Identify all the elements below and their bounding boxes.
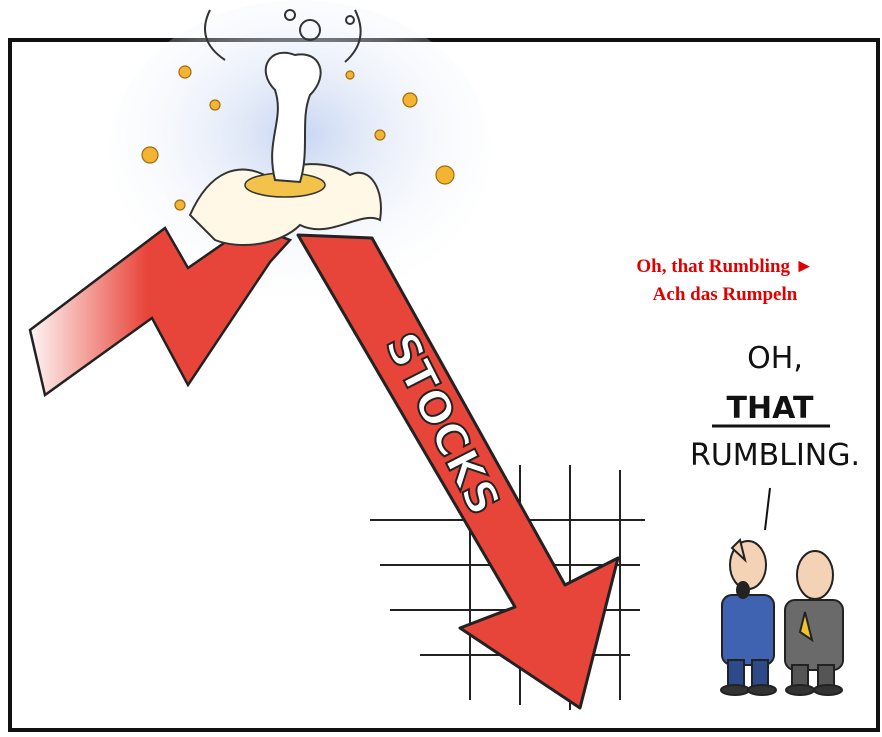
arrow-label: STOCKS [375, 324, 510, 523]
cartoon: STOCKS Oh, that Rumbling ► Ach das Rumpe… [0, 0, 882, 737]
rising-arrow [30, 225, 290, 395]
caption-german: Ach das Rumpeln [653, 284, 798, 305]
man-right [785, 551, 843, 695]
speech-line: THAT [727, 391, 814, 426]
caption-english: Oh, that Rumbling ► [636, 256, 813, 277]
speech-line: RUMBLING. [690, 438, 860, 473]
speech-line: OH, [747, 341, 803, 376]
speech-tick [765, 488, 770, 530]
man-left [721, 540, 776, 695]
